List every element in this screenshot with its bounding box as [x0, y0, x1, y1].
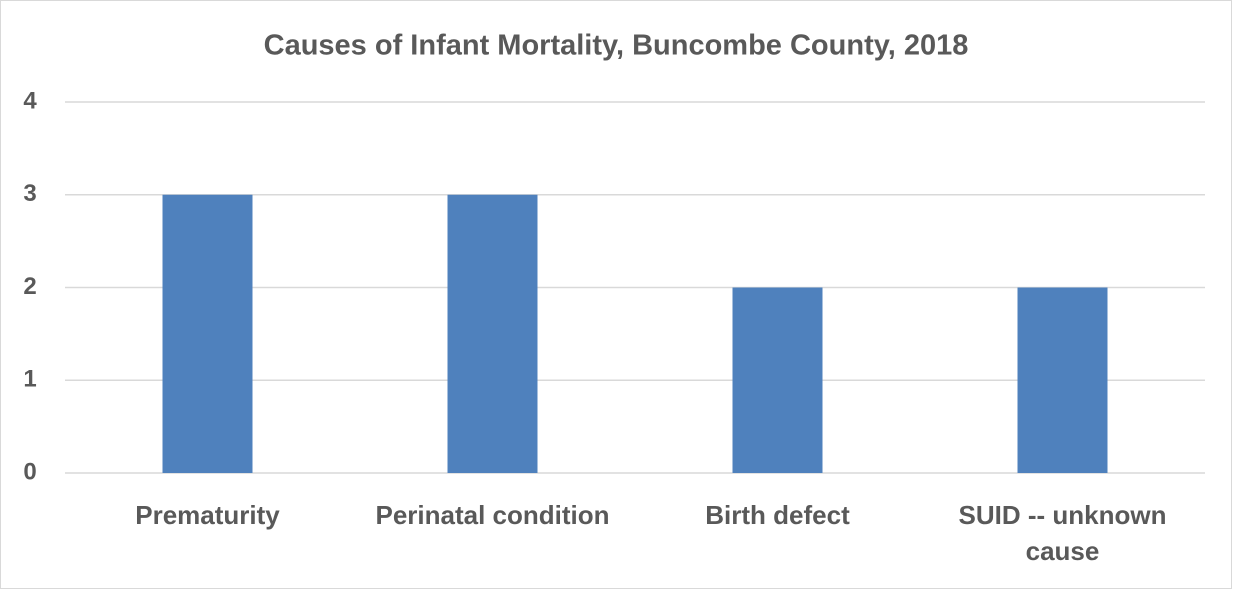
y-tick-label: 1: [23, 366, 36, 393]
chart-title: Causes of Infant Mortality, Buncombe Cou…: [264, 30, 969, 62]
x-tick-label: SUID -- unknown cause: [958, 500, 1167, 566]
x-tick-label-box: Prematurity: [135, 500, 280, 530]
x-tick-label-box: SUID -- unknown cause: [958, 500, 1167, 566]
bar: [732, 287, 823, 473]
x-tick-label: Perinatal condition: [375, 500, 610, 530]
x-tick-label-box: Perinatal condition: [375, 500, 610, 530]
x-tick-label-box: Birth defect: [705, 500, 850, 530]
y-tick-label: 0: [23, 458, 36, 485]
y-tick-label: 3: [23, 180, 36, 207]
y-tick-label: 4: [23, 87, 37, 114]
bar: [1017, 287, 1108, 473]
y-tick-label: 2: [23, 273, 36, 300]
x-tick-label: Birth defect: [705, 500, 850, 530]
bar: [447, 194, 538, 473]
bar: [162, 194, 253, 473]
x-tick-label: Prematurity: [135, 500, 280, 530]
